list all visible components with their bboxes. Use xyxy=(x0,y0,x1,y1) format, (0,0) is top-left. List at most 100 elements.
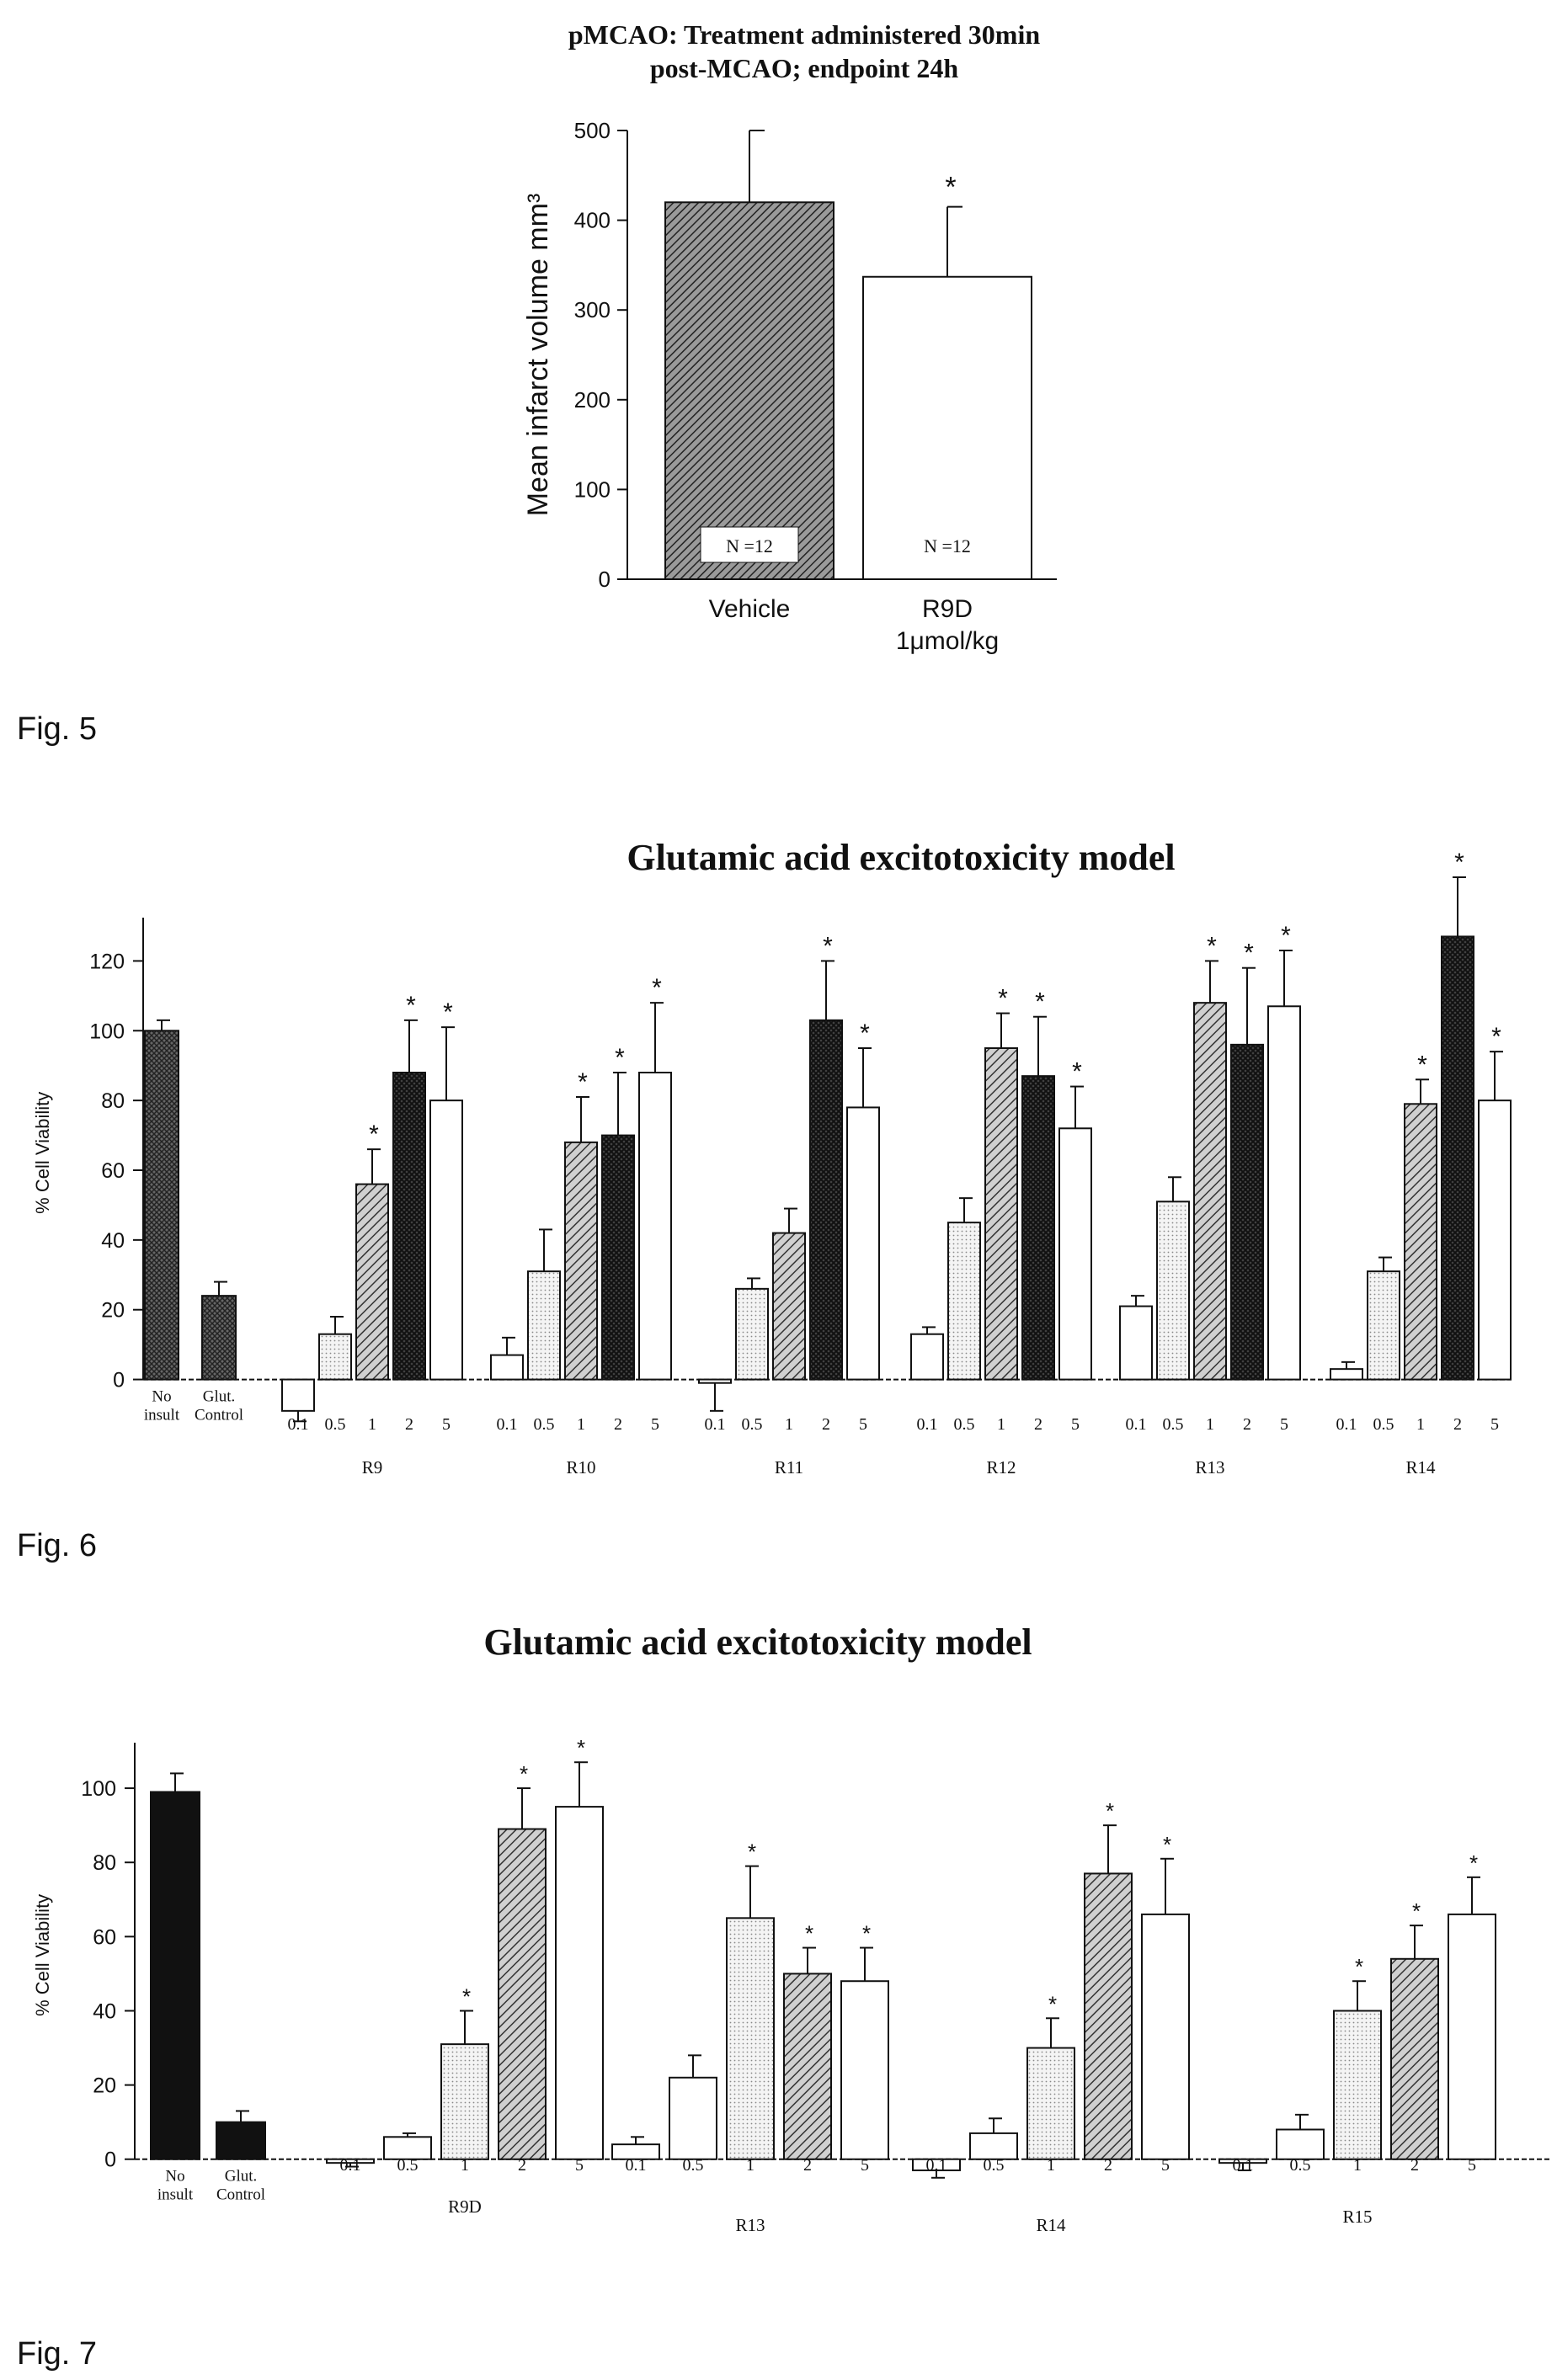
category-label: 1μmol/kg xyxy=(896,627,999,655)
significance-star: * xyxy=(1417,1051,1427,1078)
y-axis-label: % Cell Viability xyxy=(32,1894,53,2016)
control-label: insult xyxy=(157,2186,194,2204)
y-tick-label: 500 xyxy=(574,118,611,143)
group-label: R13 xyxy=(1195,1457,1224,1478)
significance-star: * xyxy=(1207,932,1217,960)
bar xyxy=(601,1134,635,1381)
y-tick-label: 0 xyxy=(113,1369,125,1392)
significance-star: * xyxy=(406,992,416,1020)
significance-star: * xyxy=(443,998,453,1026)
fig6-chart: Glutamic acid excitotoxicity model 0 20 40 6… xyxy=(32,837,1512,1478)
bar xyxy=(840,1980,889,2160)
control-label: insult xyxy=(144,1407,180,1424)
significance-star: * xyxy=(1106,1798,1114,1824)
significance-star: * xyxy=(1072,1058,1082,1086)
group-label: R9D xyxy=(448,2196,482,2217)
dose-label: 1 xyxy=(1206,1415,1214,1434)
control-label: No xyxy=(152,1388,171,1406)
bar xyxy=(144,1030,179,1381)
significance-star: * xyxy=(1281,922,1291,950)
fig6-caption: Fig. 6 xyxy=(17,1528,98,1563)
category-label: Vehicle xyxy=(709,595,791,623)
group-label: R13 xyxy=(735,2215,765,2235)
bar xyxy=(318,1333,352,1381)
bar xyxy=(392,1072,426,1381)
significance-star: * xyxy=(369,1121,379,1148)
bar xyxy=(429,1099,463,1381)
n-label: N =12 xyxy=(726,535,773,556)
y-tick-label: 200 xyxy=(574,387,611,413)
bar xyxy=(490,1354,524,1381)
control-label: Control xyxy=(216,2186,265,2204)
bar xyxy=(1193,1002,1227,1381)
dose-label: 1 xyxy=(997,1415,1005,1434)
dose-label: 5 xyxy=(859,1415,867,1434)
dose-label: 2 xyxy=(518,2156,526,2175)
dose-label: 5 xyxy=(442,1415,451,1434)
bar xyxy=(564,1141,598,1381)
significance-star: * xyxy=(1412,1898,1421,1924)
control-label: Glut. xyxy=(203,1388,236,1406)
dose-label: 0.5 xyxy=(325,1415,346,1434)
significance-star: * xyxy=(578,1068,588,1096)
dose-label: 1 xyxy=(577,1415,585,1434)
group-label: R9 xyxy=(362,1457,383,1478)
group-label: R11 xyxy=(775,1457,803,1478)
significance-star: * xyxy=(1244,940,1254,967)
bar xyxy=(638,1072,672,1381)
fig5-chart: pMCAO: Treatment administered 30minpost-… xyxy=(522,19,1057,655)
figure-5: pMCAO: Treatment administered 30min post-… xyxy=(0,0,1557,747)
bar xyxy=(555,1806,604,2160)
dose-label: 2 xyxy=(1104,2156,1112,2175)
bar xyxy=(498,1828,547,2160)
chart-title: Glutamic acid excitotoxicity model xyxy=(627,837,1175,878)
group-label: R10 xyxy=(566,1457,595,1478)
significance-star: * xyxy=(860,1020,870,1047)
y-tick-label: 300 xyxy=(574,297,611,322)
bar xyxy=(984,1047,1018,1381)
dose-label: 2 xyxy=(614,1415,622,1434)
bar xyxy=(664,201,834,580)
bar xyxy=(783,1973,832,2160)
bar xyxy=(1478,1099,1512,1381)
dose-label: 2 xyxy=(822,1415,830,1434)
bar xyxy=(910,1333,944,1381)
dose-label: 0.1 xyxy=(917,1415,938,1434)
significance-star: * xyxy=(1163,1832,1171,1857)
dose-label: 2 xyxy=(1453,1415,1462,1434)
dose-label: 0.1 xyxy=(340,2156,361,2175)
dose-label: 2 xyxy=(1410,2156,1419,2175)
dose-label: 1 xyxy=(785,1415,793,1434)
dose-label: 0.5 xyxy=(1373,1415,1394,1434)
bar xyxy=(846,1106,880,1381)
dose-label: 0.1 xyxy=(1336,1415,1357,1434)
dose-label: 0.1 xyxy=(926,2156,947,2175)
dose-label: 0.1 xyxy=(626,2156,647,2175)
chart-title-line: pMCAO: Treatment administered 30min xyxy=(568,19,1040,50)
dose-label: 5 xyxy=(1161,2156,1170,2175)
dose-label: 0.5 xyxy=(954,1415,975,1434)
bar xyxy=(912,2158,961,2171)
bar xyxy=(698,1378,732,1384)
bar xyxy=(1026,2047,1075,2160)
significance-star: * xyxy=(652,974,662,1002)
bar xyxy=(669,2076,717,2160)
dose-label: 0.5 xyxy=(683,2156,704,2175)
dose-label: 2 xyxy=(405,1415,413,1434)
bar xyxy=(1276,2128,1325,2160)
dose-label: 5 xyxy=(651,1415,659,1434)
bar xyxy=(527,1270,561,1381)
dose-label: 0.5 xyxy=(742,1415,763,1434)
y-tick-label: 20 xyxy=(93,2074,116,2098)
dose-label: 5 xyxy=(1468,2156,1476,2175)
bar xyxy=(1448,1913,1496,2160)
group-label: R12 xyxy=(986,1457,1016,1478)
dose-label: 0.5 xyxy=(534,1415,555,1434)
dose-label: 1 xyxy=(1047,2156,1055,2175)
dose-label: 5 xyxy=(1071,1415,1080,1434)
fig5-caption: Fig. 5 xyxy=(17,711,98,747)
y-tick-label: 100 xyxy=(89,1020,125,1043)
significance-star: * xyxy=(945,172,956,204)
group-label: R14 xyxy=(1405,1457,1436,1478)
dose-label: 0.1 xyxy=(497,1415,518,1434)
